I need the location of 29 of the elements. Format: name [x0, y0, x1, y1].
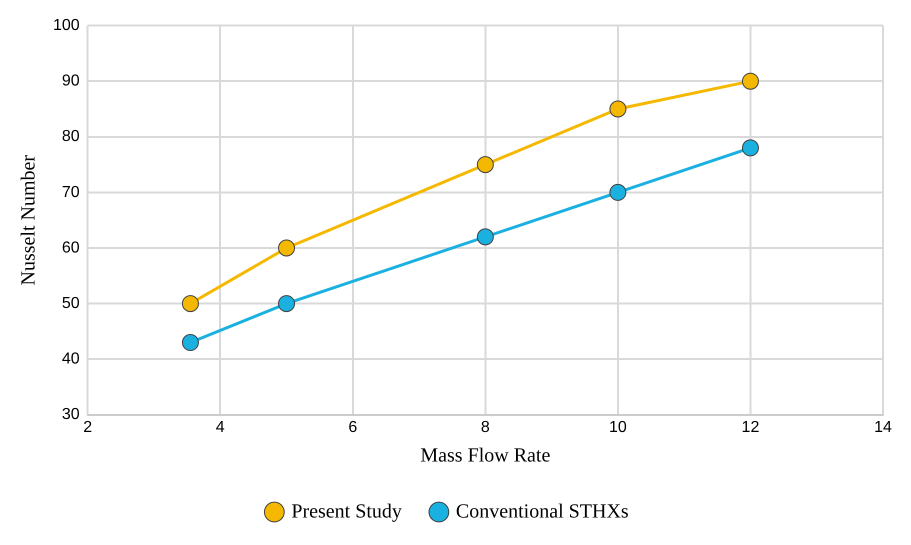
- point: [742, 72, 759, 90]
- point: [742, 139, 759, 156]
- y-tick-label: 60: [62, 239, 80, 256]
- y-tick-label: 40: [62, 350, 80, 368]
- x-tick-label: 10: [609, 418, 627, 436]
- point: [278, 295, 296, 312]
- point: [182, 334, 199, 352]
- y-axis-title: Nusselt Number: [17, 154, 40, 286]
- y-tick-label: 50: [62, 295, 80, 312]
- point: [278, 240, 296, 256]
- x-tick-label: 12: [742, 418, 760, 436]
- x-tick-label: 4: [216, 418, 225, 436]
- point: [476, 156, 494, 174]
- y-tick-label: 80: [62, 128, 80, 146]
- x-tick-label: 8: [480, 418, 490, 436]
- x-tick-label: 14: [874, 418, 892, 436]
- point: [476, 228, 494, 246]
- x-axis-title: Mass Flow Rate: [420, 444, 550, 466]
- x-tick-label: 2: [83, 418, 92, 436]
- point: [609, 184, 626, 201]
- x-tick-label: 6: [348, 418, 358, 436]
- y-tick-label: 30: [62, 406, 80, 424]
- y-tick-label: 100: [52, 17, 80, 34]
- legend-label: Conventional STHXs: [456, 500, 629, 522]
- y-tick-label: 70: [62, 184, 80, 201]
- point: [609, 100, 626, 118]
- point: [182, 295, 199, 312]
- y-tick-label: 90: [62, 72, 80, 90]
- legend-label: Present Study: [291, 500, 402, 522]
